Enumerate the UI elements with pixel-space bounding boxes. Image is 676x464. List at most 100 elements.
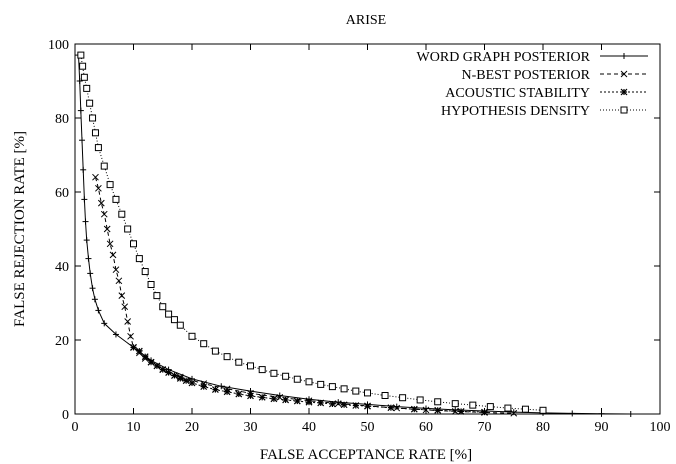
data-point	[293, 397, 301, 405]
data-point	[83, 237, 90, 244]
data-point	[101, 320, 108, 327]
data-point	[282, 396, 290, 404]
data-point	[159, 303, 167, 311]
data-point	[200, 340, 208, 348]
data-point	[481, 408, 488, 416]
legend-marker	[620, 70, 628, 78]
data-point	[170, 316, 178, 324]
data-point	[121, 303, 129, 311]
data-point	[153, 362, 161, 370]
data-point	[89, 285, 96, 292]
legend-label: N-BEST POSTERIOR	[462, 68, 591, 83]
legend-label: HYPOTHESIS DENSITY	[441, 104, 590, 119]
data-point	[89, 114, 97, 122]
data-point	[147, 358, 155, 366]
data-point	[334, 400, 342, 407]
series-line	[78, 55, 631, 415]
legend-marker	[620, 88, 628, 96]
data-point	[86, 99, 94, 107]
data-point	[100, 210, 108, 218]
data-point	[112, 195, 120, 203]
data-point	[235, 390, 243, 398]
data-point	[165, 310, 173, 318]
data-point	[85, 255, 92, 262]
data-point	[521, 405, 529, 413]
data-point	[80, 73, 88, 81]
chart-title: ARISE	[346, 13, 386, 28]
x-tick-label: 70	[478, 420, 492, 435]
data-point	[135, 347, 143, 355]
data-point	[317, 380, 325, 388]
data-point	[598, 410, 605, 417]
data-point	[153, 292, 161, 300]
data-point	[91, 296, 98, 303]
data-point	[100, 162, 108, 170]
data-point	[247, 392, 254, 400]
data-point	[569, 410, 576, 417]
data-point	[364, 402, 371, 410]
data-point	[451, 408, 459, 415]
data-point	[159, 366, 167, 374]
data-point	[317, 399, 325, 407]
x-tick-label: 30	[244, 420, 258, 435]
data-point	[141, 268, 149, 276]
data-point	[97, 199, 105, 207]
legend-marker	[620, 106, 628, 114]
data-point	[95, 307, 102, 314]
y-axis-label: FALSE REJECTION RATE [%]	[12, 131, 28, 327]
data-point	[434, 398, 442, 406]
data-point	[364, 389, 371, 397]
data-point	[282, 372, 290, 380]
y-tick-label: 80	[55, 112, 69, 127]
data-point	[118, 210, 126, 218]
data-point	[381, 392, 389, 399]
data-point	[115, 277, 123, 285]
data-point	[76, 78, 83, 84]
data-point	[112, 331, 119, 338]
data-point	[223, 353, 231, 361]
data-point	[141, 353, 149, 361]
data-point	[182, 377, 190, 385]
legend-marker	[621, 53, 627, 59]
data-point	[81, 196, 88, 203]
data-point	[80, 166, 87, 173]
data-point	[118, 292, 126, 299]
data-point	[451, 400, 459, 408]
data-point	[399, 394, 407, 402]
data-point	[627, 411, 634, 417]
data-point	[95, 184, 102, 192]
x-tick-label: 10	[127, 420, 141, 435]
x-tick-label: 20	[185, 420, 199, 435]
series-acoustic-stability	[130, 343, 488, 416]
data-point	[235, 358, 243, 366]
data-point	[393, 404, 401, 412]
data-point	[352, 387, 360, 395]
data-point	[211, 386, 219, 394]
data-point	[352, 402, 360, 409]
y-tick-label: 100	[48, 38, 69, 53]
legend: WORD GRAPH POSTERIOR N-BEST POSTERIOR ACOU…	[417, 50, 648, 119]
data-point	[92, 173, 99, 181]
data-point	[127, 332, 134, 340]
data-point	[77, 51, 85, 59]
x-tick-label: 50	[361, 420, 375, 435]
y-tick-label: 0	[62, 408, 69, 423]
data-point	[130, 240, 137, 248]
y-tick-label: 60	[55, 186, 69, 201]
data-point	[305, 378, 313, 386]
data-point	[486, 403, 494, 411]
data-point	[258, 393, 266, 401]
data-point	[112, 266, 120, 274]
data-point	[171, 372, 178, 379]
data-point	[109, 251, 117, 259]
legend-label: ACOUSTIC STABILITY	[445, 86, 590, 101]
data-point	[328, 383, 336, 391]
data-point	[91, 129, 99, 137]
legend-label: WORD GRAPH POSTERIOR	[417, 50, 591, 65]
data-point	[510, 409, 517, 416]
data-point	[130, 343, 137, 351]
data-point	[504, 404, 512, 412]
data-point	[94, 144, 102, 152]
x-tick-label: 80	[536, 420, 550, 435]
